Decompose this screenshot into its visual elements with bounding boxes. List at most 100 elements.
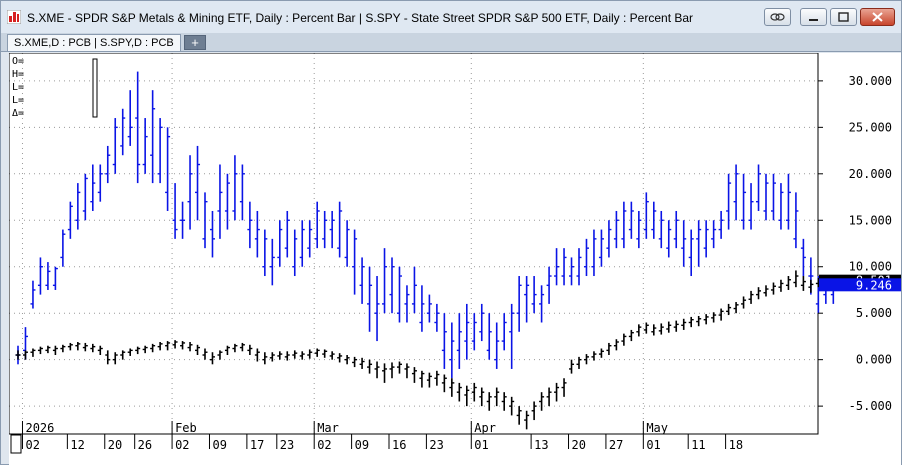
ohlc-bar xyxy=(673,320,679,332)
ohlc-bar xyxy=(531,276,537,314)
tab-bar: S.XME,D : PCB | S.SPY,D : PCB + xyxy=(1,33,901,52)
ohlc-bar xyxy=(703,314,709,325)
ohlc-bar xyxy=(763,285,769,297)
ohlc-bar xyxy=(434,370,440,386)
y-tick-label: 15.000 xyxy=(849,213,892,227)
ohlc-bar xyxy=(643,322,649,334)
ohlc-bar xyxy=(651,324,657,336)
minimize-icon xyxy=(809,19,818,21)
maximize-button[interactable] xyxy=(830,8,857,26)
ohlc-bar xyxy=(464,385,470,407)
ohlc-bar xyxy=(501,392,507,411)
tab-chart[interactable]: S.XME,D : PCB | S.SPY,D : PCB xyxy=(7,34,181,51)
ohlc-bar xyxy=(82,342,88,352)
ohlc-bar xyxy=(67,342,73,351)
ohlc-bar xyxy=(516,276,522,332)
ohlc-bar xyxy=(337,201,343,258)
period-label: 2026 xyxy=(25,421,54,435)
ohlc-bar xyxy=(22,350,28,360)
ohlc-bar xyxy=(15,350,21,360)
ohlc-bar xyxy=(554,382,560,402)
ohlc-bar xyxy=(254,348,260,362)
ohlc-bar xyxy=(382,363,388,383)
y-tick-label: 20.000 xyxy=(849,167,892,181)
ohlc-bar xyxy=(150,90,156,184)
ohlc-bar xyxy=(37,257,43,295)
title-bar[interactable]: S.XME - SPDR S&P Metals & Mining ETF, Da… xyxy=(1,1,901,33)
day-tick-label: 09 xyxy=(355,438,369,452)
ohlc-bar xyxy=(486,392,492,411)
ohlc-bar xyxy=(352,356,358,368)
day-tick-label: 27 xyxy=(609,438,623,452)
ohlc-bar xyxy=(67,201,73,239)
ohlc-bar xyxy=(97,164,103,202)
y-tick-label: 25.000 xyxy=(849,120,892,134)
ohlc-bar xyxy=(785,173,791,230)
ohlc-bar xyxy=(636,210,642,249)
ohlc-bar xyxy=(82,173,88,221)
ohlc-bar xyxy=(606,220,612,258)
ohlc-bar xyxy=(733,164,739,221)
ohlc-bar xyxy=(135,346,141,355)
scale-handle[interactable] xyxy=(92,58,98,118)
y-tick-label: 10.000 xyxy=(849,260,892,274)
ohlc-bar xyxy=(396,266,402,323)
ohlc-bar xyxy=(471,382,477,402)
ohlc-bar xyxy=(598,348,604,358)
scroll-handle[interactable] xyxy=(10,434,22,454)
ohlc-bar xyxy=(105,350,111,365)
close-button[interactable] xyxy=(860,8,895,26)
ohlc-bar xyxy=(299,220,305,267)
minimize-button[interactable] xyxy=(800,8,827,26)
y-tick-label: 30.000 xyxy=(849,74,892,88)
ohlc-bar xyxy=(598,229,604,267)
ohlc-bar xyxy=(688,229,694,277)
day-tick-label: 18 xyxy=(729,438,743,452)
ohlc-bar xyxy=(546,266,552,304)
ohlc-bar xyxy=(209,210,215,258)
y-tick-label: 0.000 xyxy=(856,353,892,367)
ohlc-bar xyxy=(359,257,365,304)
ohlc-bar xyxy=(688,316,694,328)
ohlc-bar xyxy=(195,344,201,356)
ohlc-bar xyxy=(209,352,215,365)
ohlc-bar xyxy=(464,303,470,360)
ohlc-bar xyxy=(127,348,133,356)
ohlc-bar xyxy=(396,361,402,374)
ohlc-bar xyxy=(479,303,485,342)
ohlc-bar xyxy=(344,220,350,267)
ohlc-bar xyxy=(419,370,425,388)
link-icon xyxy=(770,13,785,21)
link-button[interactable] xyxy=(764,8,791,26)
period-label: Feb xyxy=(175,421,197,435)
ohlc-bar xyxy=(277,220,283,267)
ohlc-bar xyxy=(254,210,260,258)
ohlc-bar xyxy=(277,351,283,360)
ohlc-bar xyxy=(239,342,245,352)
ohlc-bar xyxy=(292,229,298,277)
ohlc-bar xyxy=(187,155,193,230)
ohlc-panel: O= H= L= L= Δ= xyxy=(12,56,24,119)
chart-area[interactable]: O= H= L= L= Δ= -5.000 0.000 5.000 10.000 15.000 2… xyxy=(8,52,901,465)
percent-bar-chart[interactable]: O= H= L= L= Δ= -5.000 0.000 5.000 10.000 15.000 2… xyxy=(8,52,901,465)
series-xme xyxy=(15,71,836,379)
ohlc-bar xyxy=(471,313,477,351)
day-tick-label: 23 xyxy=(429,438,443,452)
ohlc-bar xyxy=(778,183,784,230)
ohlc-bar xyxy=(539,285,545,323)
day-tick-label: 02 xyxy=(25,438,39,452)
ohlc-bar xyxy=(150,343,156,353)
ohlc-bar xyxy=(509,303,515,369)
ohlc-bar xyxy=(561,378,567,397)
ohlc-bar xyxy=(621,201,627,249)
ohlc-bar xyxy=(97,345,103,356)
ohlc-bar xyxy=(105,145,111,184)
ohlc-bar xyxy=(127,90,133,146)
ohlc-bar xyxy=(389,362,395,379)
add-tab-button[interactable]: + xyxy=(184,35,206,50)
ohlc-bar xyxy=(434,303,440,332)
ohlc-bar xyxy=(733,302,739,314)
ohlc-bar xyxy=(75,342,81,351)
ohlc-bar xyxy=(314,348,320,357)
